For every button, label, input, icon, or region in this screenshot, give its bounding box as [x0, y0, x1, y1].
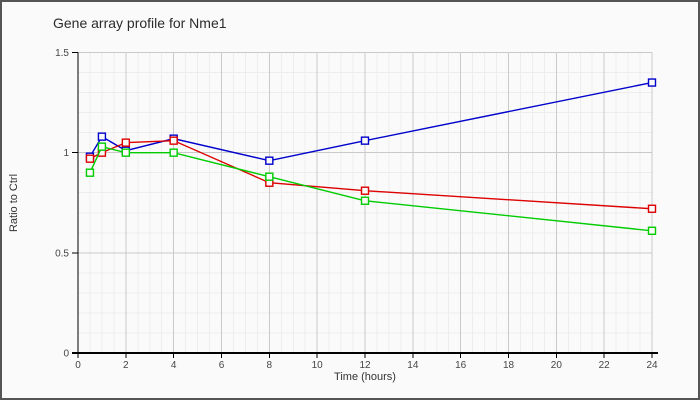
series-green-marker: [360, 196, 370, 205]
series-red-marker: [121, 138, 131, 147]
series-blue-marker: [647, 78, 657, 87]
series-blue-marker: [265, 156, 274, 165]
x-tick-label: 14: [407, 360, 419, 371]
series-green-marker: [265, 172, 274, 181]
series-blue-marker: [360, 136, 370, 145]
x-axis-title: Time (hours): [334, 371, 396, 383]
series-green-marker: [169, 148, 178, 157]
y-tick-label: 1: [63, 148, 69, 159]
chart-title: Gene array profile for Nme1: [53, 15, 227, 31]
x-tick-label: 6: [219, 360, 225, 371]
series-green-marker: [85, 168, 95, 177]
x-tick-label: 2: [123, 360, 129, 371]
axes: [72, 52, 658, 358]
series-red-marker: [360, 186, 370, 195]
x-tick-labels: 0 2 4 6 8 10 12 14 16 18 20 22 24: [75, 360, 658, 371]
y-tick-label: 0: [63, 349, 69, 360]
series-green-marker: [647, 226, 657, 235]
series-green-marker: [97, 142, 107, 151]
x-tick-label: 20: [551, 360, 563, 371]
series-blue-marker: [97, 132, 107, 141]
x-tick-label: 22: [599, 360, 611, 371]
series-green-marker: [121, 148, 131, 157]
series-red-marker: [169, 136, 178, 145]
x-tick-label: 16: [455, 360, 467, 371]
series-red: [85, 136, 657, 213]
series-red-marker: [647, 204, 657, 213]
x-tick-label: 12: [359, 360, 371, 371]
y-tick-label: 0.5: [55, 248, 69, 259]
x-tick-label: 10: [312, 360, 324, 371]
y-tick-label: 1.5: [55, 48, 69, 59]
y-axis-title: Ratio to Ctrl: [8, 173, 20, 233]
x-tick-label: 18: [503, 360, 515, 371]
series-red-marker: [85, 154, 95, 163]
x-tick-label: 8: [267, 360, 273, 371]
y-tick-labels: 0 0.5 1 1.5: [55, 48, 69, 360]
x-tick-label: 4: [171, 360, 177, 371]
x-tick-label: 0: [75, 360, 81, 371]
series-green: [85, 142, 657, 235]
x-tick-label: 24: [646, 360, 658, 371]
series-green-line: [89, 145, 653, 232]
grid-major: [78, 52, 653, 353]
